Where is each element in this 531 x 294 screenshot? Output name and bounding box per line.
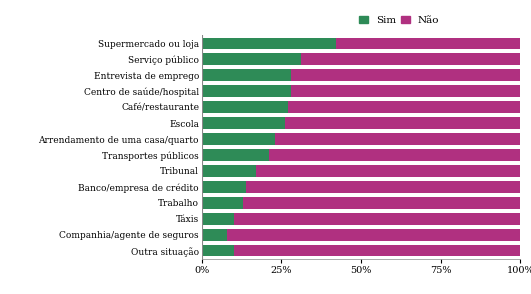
Bar xyxy=(243,197,520,209)
Bar xyxy=(202,149,269,161)
Bar xyxy=(202,165,256,177)
Bar xyxy=(202,69,291,81)
Bar xyxy=(202,101,288,113)
Bar xyxy=(336,38,520,49)
Bar xyxy=(269,149,520,161)
Bar xyxy=(256,165,520,177)
Bar xyxy=(301,54,520,65)
Legend: Sim, Não: Sim, Não xyxy=(355,11,443,29)
Bar xyxy=(275,133,520,145)
Bar xyxy=(202,197,243,209)
Bar xyxy=(227,229,520,240)
Bar xyxy=(285,117,520,129)
Bar xyxy=(202,181,246,193)
Bar xyxy=(202,133,275,145)
Bar xyxy=(234,213,520,225)
Bar xyxy=(288,101,520,113)
Bar xyxy=(291,85,520,97)
Bar xyxy=(202,213,234,225)
Bar xyxy=(234,245,520,256)
Bar xyxy=(202,54,301,65)
Bar xyxy=(291,69,520,81)
Bar xyxy=(202,117,285,129)
Bar xyxy=(246,181,520,193)
Bar xyxy=(202,245,234,256)
Bar xyxy=(202,38,336,49)
Bar xyxy=(202,85,291,97)
Bar xyxy=(202,229,227,240)
